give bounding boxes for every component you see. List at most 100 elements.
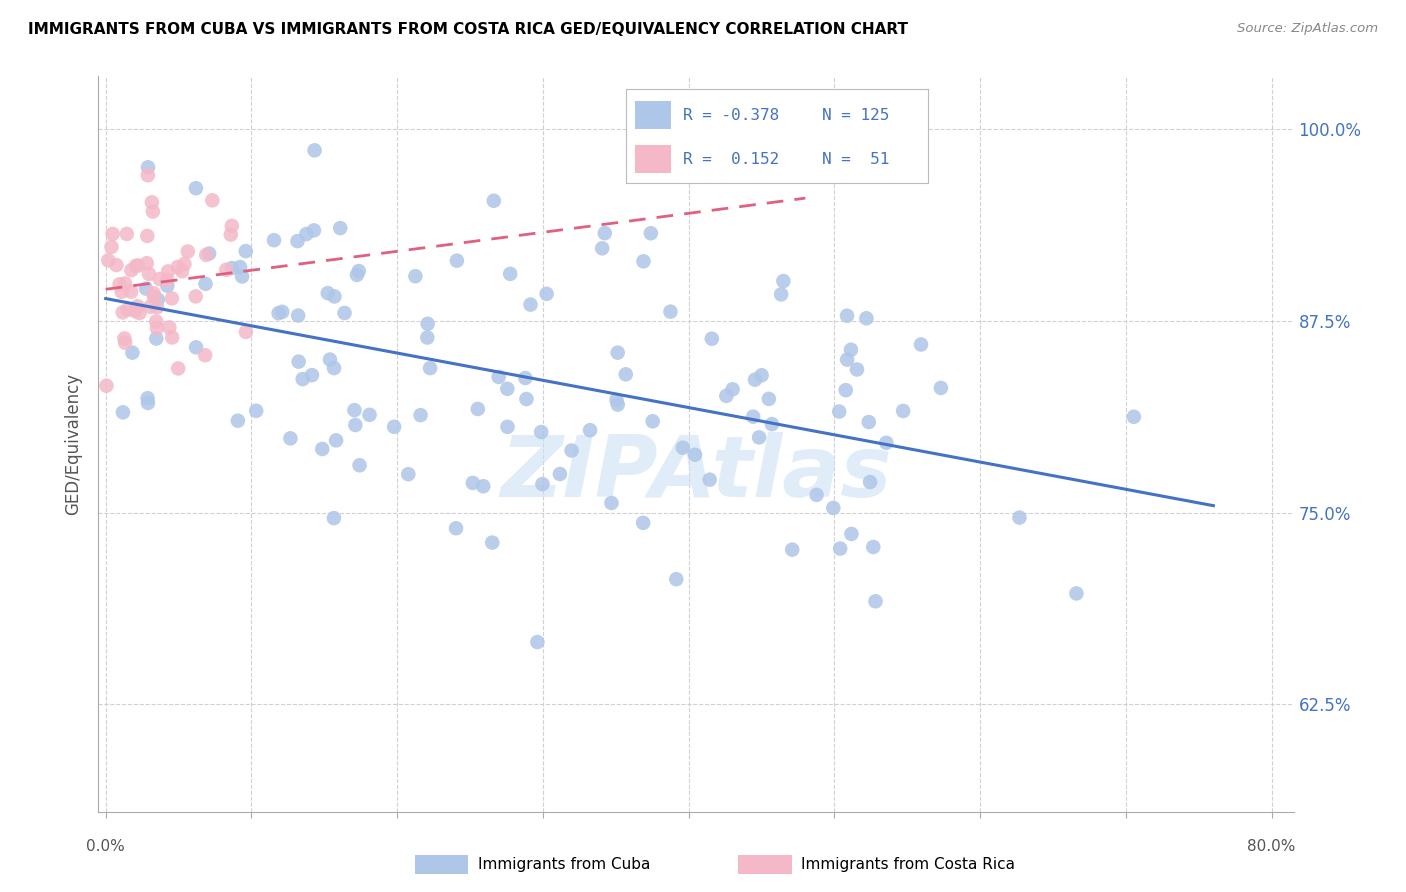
Point [761,417,783,431]
Point [156,273,179,287]
Point [806,488,828,502]
Point [105,258,128,272]
Point [548,467,571,481]
Point [142,286,165,301]
Point [631,516,654,530]
Point [837,352,859,367]
Point [146,293,169,307]
Point [111,305,134,319]
Point [167,361,190,376]
Point [231,269,253,284]
Point [160,292,183,306]
Text: IMMIGRANTS FROM CUBA VS IMMIGRANTS FROM COSTA RICA GED/EQUIVALENCY CORRELATION C: IMMIGRANTS FROM CUBA VS IMMIGRANTS FROM … [28,22,908,37]
Point [323,361,346,376]
Text: Immigrants from Cuba: Immigrants from Cuba [478,857,651,871]
Point [96,378,118,392]
Point [593,226,616,240]
Text: R =  0.152: R = 0.152 [683,152,779,167]
Point [322,511,344,525]
Point [166,260,188,274]
Point [114,277,136,291]
Point [319,352,342,367]
Point [263,233,285,247]
Point [591,241,613,255]
Point [194,348,217,362]
Point [128,56,150,70]
Point [770,287,793,301]
Point [1122,409,1144,424]
Point [579,423,602,437]
Point [910,337,932,351]
Point [333,306,356,320]
Point [157,264,180,278]
Point [229,260,252,274]
Point [716,389,738,403]
Point [614,368,637,382]
Point [409,408,432,422]
Point [344,417,367,432]
Point [287,354,309,368]
Point [139,300,162,314]
Point [519,297,541,311]
Point [114,335,136,350]
Point [858,415,880,429]
Point [125,259,148,273]
Point [329,221,352,235]
Point [127,299,149,313]
Point [194,277,217,291]
Point [839,343,862,357]
Point [108,277,131,292]
Point [221,261,243,276]
Point [177,244,200,259]
Point [526,635,548,649]
Point [742,409,765,424]
Point [120,263,142,277]
Point [396,467,419,482]
Point [295,227,318,241]
Point [128,306,150,320]
Text: ZIPAtlas: ZIPAtlas [501,432,891,515]
Point [120,285,142,299]
Point [780,542,803,557]
Point [311,442,333,456]
Point [640,227,662,241]
Point [536,286,558,301]
Point [531,477,554,491]
Point [346,268,368,282]
Point [772,274,794,288]
Point [235,244,257,259]
Point [600,496,623,510]
Point [136,396,159,410]
Point [325,434,347,448]
Point [359,408,381,422]
Point [467,401,489,416]
Point [461,475,484,490]
Point [97,253,120,268]
Point [141,195,163,210]
Point [1066,586,1088,600]
Point [156,278,179,293]
Bar [634,102,671,129]
Text: 80.0%: 80.0% [1247,838,1296,854]
Point [142,204,165,219]
Point [111,285,134,299]
Point [751,368,773,383]
Point [606,345,628,359]
Text: 0.0%: 0.0% [86,838,125,854]
Point [859,475,882,489]
Point [135,256,157,270]
Point [287,309,309,323]
Point [606,398,628,412]
Point [136,161,159,175]
Point [100,240,122,254]
Point [221,219,243,233]
Point [135,282,157,296]
Point [301,368,323,383]
Point [744,373,766,387]
Point [855,311,877,326]
Point [304,144,326,158]
Point [145,314,167,328]
Point [419,361,441,376]
Point [605,392,627,407]
Point [865,594,887,608]
